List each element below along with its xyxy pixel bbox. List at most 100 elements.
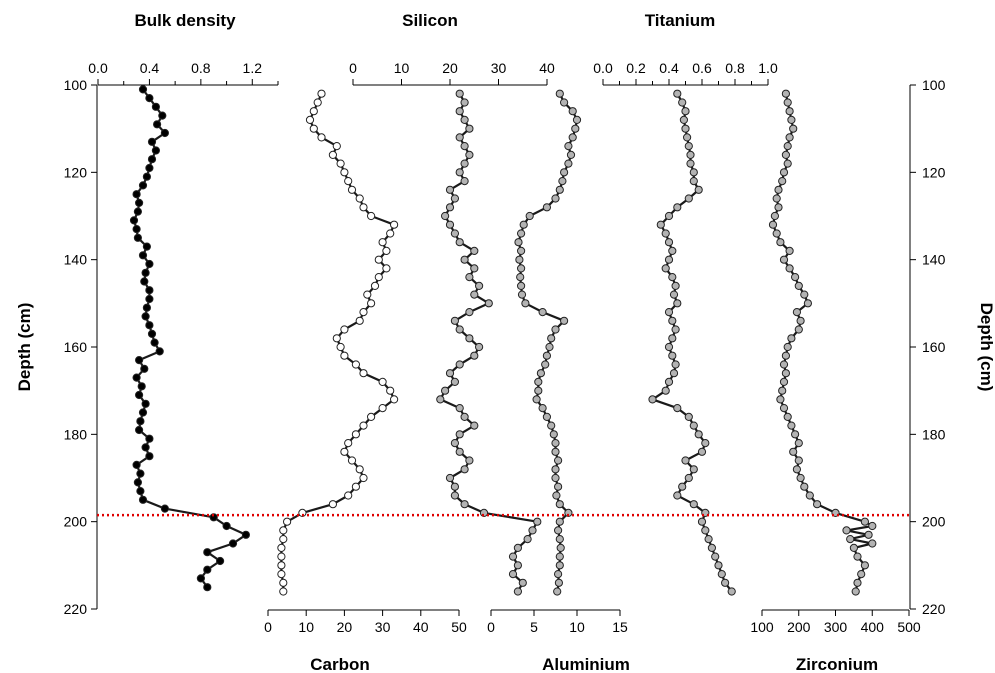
bulk-data-point [133, 207, 142, 216]
carbon-tick-label: 50 [451, 619, 467, 635]
aluminium-data-point [554, 482, 563, 491]
titanium-data-point [668, 316, 677, 325]
zirconium-data-point [794, 439, 803, 448]
bulk-data-point [160, 128, 169, 138]
depth-tick-label-left: 160 [64, 339, 88, 355]
zirconium-data-point [842, 526, 851, 535]
silicon-tick-label: 40 [539, 60, 555, 76]
depth-tick-label-left: 180 [64, 426, 88, 442]
zirconium-data-point [774, 185, 783, 194]
carbon-data-point [336, 342, 345, 352]
bulk-data-point [147, 155, 157, 164]
zirconium-data-point [781, 150, 791, 159]
silicon-data-point [436, 395, 445, 404]
zirconium-series-line [771, 93, 874, 592]
bulk-data-point [145, 434, 154, 443]
silicon-data-point [450, 229, 459, 238]
zirconium-data-point [846, 535, 855, 544]
bulk-data-point [135, 425, 144, 435]
aluminium-data-point [571, 124, 580, 133]
zirconium-data-point [781, 369, 791, 378]
depth-tick-label-right: 180 [922, 426, 946, 442]
carbon-data-point [359, 473, 368, 483]
bulk-data-point [135, 356, 144, 365]
carbon-tick-label: 30 [375, 619, 391, 635]
silicon-data-point [528, 526, 537, 535]
silicon-tick-label: 20 [442, 60, 458, 76]
depth-tick-label-left: 200 [64, 514, 88, 530]
bulk-data-point [140, 277, 149, 286]
depth-tick-label-left: 100 [64, 77, 88, 93]
bulk-data-point [155, 347, 164, 356]
carbon-data-point [367, 299, 376, 308]
aluminium-data-point [560, 316, 569, 325]
silicon-data-point [460, 115, 469, 125]
aluminium-data-point [534, 377, 543, 386]
zirconium-tick-label: 400 [861, 619, 885, 635]
carbon-data-point [367, 412, 376, 421]
titanium-data-point [681, 107, 690, 116]
bulk-data-point [141, 312, 150, 321]
carbon-data-point [277, 570, 286, 579]
titanium-data-point [683, 133, 692, 142]
zirconium-data-point [774, 203, 783, 212]
silicon-data-point [470, 351, 479, 360]
zirconium-data-point [779, 168, 789, 177]
silicon-series-line [439, 93, 539, 593]
zirconium-data-point [776, 238, 785, 247]
titanium-data-point [689, 177, 698, 186]
silicon-data-point [470, 264, 479, 273]
aluminium-data-point [560, 98, 569, 107]
titanium-data-point [684, 473, 693, 483]
carbon-data-point [283, 517, 292, 526]
titanium-data-point [673, 203, 682, 212]
silicon-data-point [455, 89, 464, 98]
aluminium-data-point [517, 264, 526, 273]
zirconium-data-point [796, 473, 805, 483]
silicon-data-point [465, 334, 474, 343]
aluminium-data-point [554, 456, 563, 465]
silicon-data-point [518, 578, 527, 587]
aluminium-data-point [547, 334, 556, 343]
titanium-data-point [668, 351, 677, 360]
carbon-data-point [359, 308, 368, 317]
silicon-data-point [475, 281, 484, 290]
titanium-data-point [671, 325, 680, 334]
bulk-data-point [129, 216, 139, 225]
carbon-data-point [317, 133, 326, 142]
titanium-data-point [727, 587, 736, 596]
titanium-data-point [721, 578, 730, 587]
aluminium-data-point [542, 351, 552, 360]
titanium-data-point [704, 535, 713, 544]
titanium-data-point [684, 194, 693, 203]
silicon-tick-label: 0 [349, 60, 357, 76]
carbon-data-point [340, 447, 349, 456]
bulk-data-point [132, 460, 141, 469]
silicon-data-point [455, 107, 464, 116]
carbon-data-point [279, 535, 288, 544]
silicon-data-point [460, 98, 469, 107]
titanium-data-point [664, 255, 674, 264]
zirconium-data-point [787, 115, 796, 125]
carbon-data-point [340, 325, 349, 334]
carbon-data-point [374, 255, 383, 264]
bulk-data-point [137, 382, 146, 391]
bulk-data-point [136, 417, 145, 426]
bulk-data-point [145, 321, 154, 330]
bulk-data-point [138, 85, 148, 94]
carbon-data-point [344, 491, 353, 500]
aluminium-data-point [556, 543, 565, 553]
silicon-data-point [455, 447, 464, 456]
bulk-series-line [132, 88, 247, 588]
bulk-data-point [136, 487, 145, 496]
aluminium-data-point [545, 342, 554, 352]
silicon-data-point [450, 482, 459, 491]
bulk-tick-label: 0.4 [140, 60, 160, 76]
bulk-data-point [216, 556, 225, 566]
silicon-data-point [445, 369, 455, 378]
titanium-data-point [664, 342, 674, 352]
zirconium-data-point [789, 447, 798, 456]
titanium-data-point [661, 229, 670, 238]
aluminium-data-point [551, 325, 560, 334]
